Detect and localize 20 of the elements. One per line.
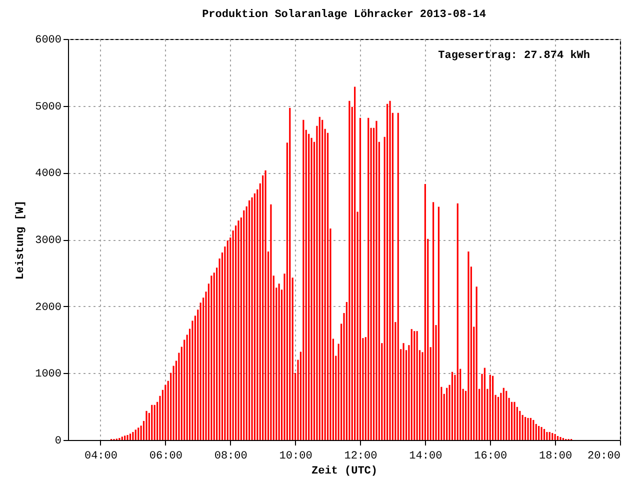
y-tick-label: 3000 [35,235,62,247]
x-tick-label: 08:00 [214,450,248,462]
y-tick-label: 2000 [35,302,62,314]
y-tick-label: 4000 [35,168,62,180]
y-axis-title: Leistung [W] [15,200,28,280]
x-axis-title: Zeit (UTC) [311,466,378,478]
x-tick-label: 04:00 [84,450,118,462]
chart-title: Produktion Solaranlage Löhracker 2013-08-14 [202,9,486,21]
x-tick-label: 06:00 [149,450,182,462]
annotation: Tagesertrag: 27.874 kWh [438,50,590,62]
x-tick-label: 14:00 [409,450,442,462]
y-tick-label: 5000 [35,101,62,114]
y-tick-label: 0 [54,436,62,448]
x-tick-label: 16:00 [474,450,508,462]
x-tick-label: 10:00 [279,450,312,462]
y-tick-label: 1000 [35,368,62,381]
x-tick-label: 20:00 [587,450,620,462]
x-tick-label: 18:00 [539,450,572,462]
y-tick-label: 6000 [35,34,62,46]
x-tick-label: 12:00 [344,450,378,462]
